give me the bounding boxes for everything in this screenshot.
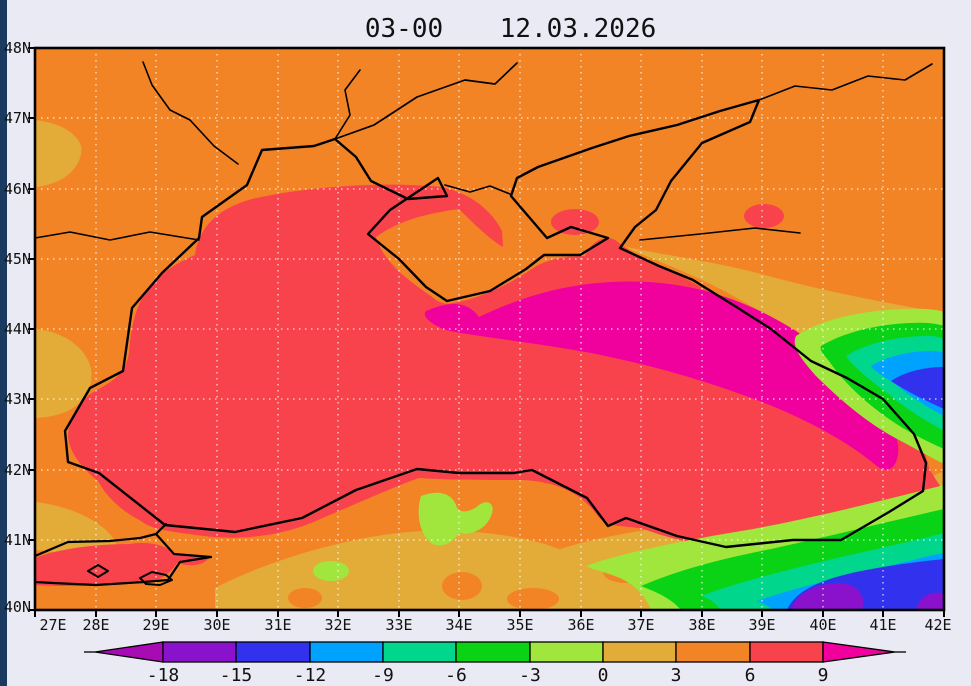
- lat-label-47n: 47N: [4, 109, 31, 127]
- lon-label-42e: 42E: [924, 616, 951, 634]
- bug-river: [334, 69, 361, 140]
- gold-patch-west-left-edge: [35, 329, 92, 418]
- dniester-river: [142, 61, 239, 165]
- colorbar-label-9: 9: [818, 665, 829, 686]
- axis-ticks: [28, 47, 945, 617]
- colorbar-label-6: 6: [745, 665, 756, 686]
- colorbar-segment-1: [162, 641, 237, 663]
- lat-label-43n: 43N: [4, 390, 31, 408]
- lon-label-30e: 30E: [203, 616, 230, 634]
- kuban-river: [639, 227, 801, 241]
- cold-se-purple-1: [791, 583, 864, 610]
- lon-label-32e: 32E: [324, 616, 351, 634]
- colorbar-label-3: 3: [671, 665, 682, 686]
- lon-label-27e: 27E: [39, 616, 66, 634]
- gold-patch-sw-left-edge: [35, 502, 117, 558]
- cold-se-purple-2: [916, 592, 944, 610]
- red-region-black-sea: [68, 184, 944, 551]
- colorbar-label-m12: -12: [294, 665, 327, 686]
- lon-label-33e: 33E: [385, 616, 412, 634]
- lat-label-41n: 41N: [4, 531, 31, 549]
- lon-label-36e: 36E: [567, 616, 594, 634]
- colorbar-segment-5: [455, 641, 531, 663]
- lat-axis: 48N 47N 46N 45N 44N 43N 42N 41N 40N: [4, 39, 31, 616]
- colorbar-segment-7: [602, 641, 677, 663]
- lon-label-29e: 29E: [142, 616, 169, 634]
- green-patch-anatolia-mid: [418, 492, 493, 546]
- black-sea-azov-coastline: [63, 98, 928, 549]
- colorbar-label-m6: -6: [445, 665, 467, 686]
- orange-patch-in-gold-1: [442, 572, 482, 600]
- title-date: 12.03.2026: [500, 14, 657, 44]
- lon-label-40e: 40E: [809, 616, 836, 634]
- marmara-island-1: [87, 564, 109, 578]
- lon-label-37e: 37E: [627, 616, 654, 634]
- gold-band-caucasus: [622, 246, 944, 462]
- lon-axis: 27E 28E 29E 30E 31E 32E 33E 34E 35E 36E …: [39, 616, 951, 634]
- graticule-lines: [35, 48, 944, 610]
- graticule: [35, 48, 944, 610]
- lon-label-34e: 34E: [445, 616, 472, 634]
- colorbar-labels: -18 -15 -12 -9 -6 -3 0 3 6 9: [147, 665, 829, 686]
- lon-label-38e: 38E: [688, 616, 715, 634]
- dnieper-river: [334, 62, 518, 140]
- lon-label-28e: 28E: [82, 616, 109, 634]
- lon-label-35e: 35E: [506, 616, 533, 634]
- colorbar-segment-3: [309, 641, 384, 663]
- colorbar-label-m15: -15: [220, 665, 253, 686]
- marmara-island-2: [139, 571, 173, 586]
- cold-ne-blue-core: [891, 367, 944, 409]
- don-river: [758, 63, 933, 101]
- left-frame-strip: [0, 0, 7, 686]
- colorbar-segment-8: [675, 641, 751, 663]
- colorbar-label-0: 0: [598, 665, 609, 686]
- gold-patch-nw-left-edge: [35, 120, 82, 187]
- lat-label-46n: 46N: [4, 180, 31, 198]
- orange-patch-in-gold-2: [288, 588, 322, 608]
- danube-river: [35, 231, 200, 241]
- bosphorus-strait: [154, 522, 168, 536]
- lat-label-45n: 45N: [4, 250, 31, 268]
- colorbar-label-m9: -9: [372, 665, 394, 686]
- colorbar-segment-2: [235, 641, 311, 663]
- coastlines: [35, 61, 933, 587]
- colorbar-segment-9: [749, 641, 824, 663]
- sivash-lagoon: [444, 184, 511, 195]
- orange-patch-in-gold-3: [507, 588, 559, 610]
- lat-label-48n: 48N: [4, 39, 31, 57]
- green-patch-anatolia-west: [313, 561, 349, 581]
- colorbar-arrow-right: [822, 641, 896, 663]
- colorbar-label-m18: -18: [147, 665, 180, 686]
- lat-label-44n: 44N: [4, 320, 31, 338]
- red-patch-sivash: [551, 209, 599, 235]
- marmara-coastline: [35, 532, 213, 587]
- colorbar-segment-4: [382, 641, 457, 663]
- title-time: 03-00: [365, 14, 443, 44]
- lon-label-39e: 39E: [748, 616, 775, 634]
- lat-label-40n: 40N: [4, 598, 31, 616]
- colorbar: [84, 641, 906, 663]
- lon-label-41e: 41E: [869, 616, 896, 634]
- lat-label-42n: 42N: [4, 461, 31, 479]
- colorbar-label-m3: -3: [519, 665, 541, 686]
- colorbar-segment-6: [529, 641, 604, 663]
- red-patch-azov-east: [744, 204, 784, 228]
- lon-label-31e: 31E: [264, 616, 291, 634]
